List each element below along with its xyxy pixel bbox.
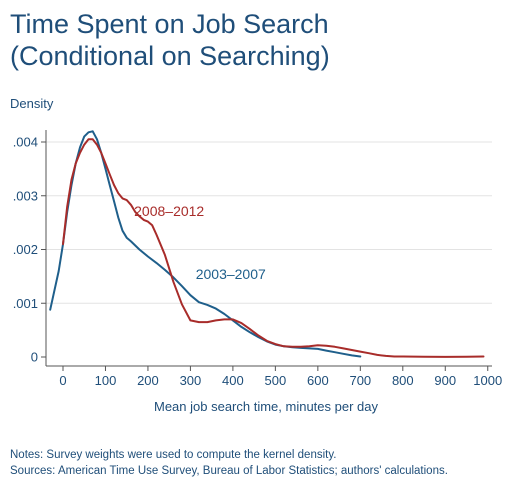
x-tick-label: 200 <box>137 373 159 388</box>
x-tick-label: 900 <box>434 373 456 388</box>
series-annotations: 2008–2012 2003–2007 <box>134 203 266 282</box>
title-line-2: (Conditional on Searching) <box>10 41 330 71</box>
gridlines <box>46 141 492 304</box>
series-annotation: 2008–2012 <box>134 203 204 219</box>
x-tick-label: 700 <box>349 373 371 388</box>
chart-title: Time Spent on Job Search (Conditional on… <box>10 8 330 72</box>
title-line-1: Time Spent on Job Search <box>10 9 329 39</box>
x-tick-label: 500 <box>265 373 287 388</box>
x-tick-label: 0 <box>59 373 66 388</box>
x-tick-label: 300 <box>180 373 202 388</box>
x-tick-label: 800 <box>392 373 414 388</box>
y-axis-label: Density <box>10 96 54 111</box>
y-tick-label: .004 <box>13 135 38 150</box>
series-line-2008-2012 <box>62 138 485 358</box>
x-tick-label: 100 <box>95 373 117 388</box>
x-tick-label: 400 <box>222 373 244 388</box>
y-tick-label: 0 <box>31 350 38 365</box>
y-tick-label: .001 <box>13 296 38 311</box>
tick-labels: 0 .001 .002 .003 .004 0 100 200 300 400 500 600 700 8… <box>13 135 503 389</box>
axes <box>41 130 492 371</box>
notes-text: Notes: Survey weights were used to compu… <box>10 449 337 461</box>
notes-block: Notes: Survey weights were used to compu… <box>10 447 448 479</box>
x-axis-label: Mean job search time, minutes per day <box>154 399 378 414</box>
series-annotation: 2003–2007 <box>196 266 266 282</box>
series-lines <box>49 130 485 358</box>
x-tick-label: 600 <box>307 373 329 388</box>
x-tick-label: 1000 <box>473 373 502 388</box>
y-tick-label: .002 <box>13 242 38 257</box>
y-tick-label: .003 <box>13 188 38 203</box>
sources-text: Sources: American Time Use Survey, Burea… <box>10 465 448 477</box>
